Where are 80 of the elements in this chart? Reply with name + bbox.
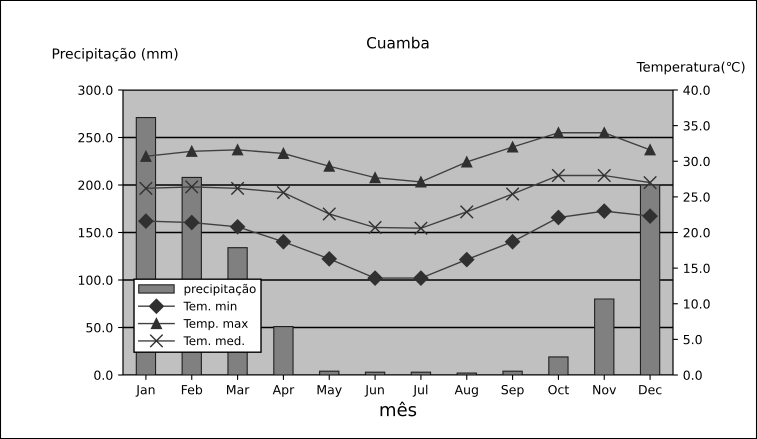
x-tick-label: Nov xyxy=(593,385,616,394)
x-axis-title: mês xyxy=(380,402,416,416)
y-tick-label: 300.0 xyxy=(78,85,112,95)
point xyxy=(505,234,520,250)
point xyxy=(551,168,566,182)
y-tick-label: 50.0 xyxy=(86,322,112,332)
point xyxy=(138,181,153,196)
point xyxy=(459,252,474,268)
y2-tick-label: 5.0 xyxy=(684,334,702,344)
point xyxy=(597,168,612,182)
point xyxy=(232,144,244,156)
x-tick-label: Aug xyxy=(454,385,478,397)
point xyxy=(552,127,564,138)
point xyxy=(276,234,291,250)
y-tick-label: 100.0 xyxy=(78,275,112,285)
y2-axis-title: Temperatura(℃) xyxy=(636,62,745,74)
y2-tick-label: 20.0 xyxy=(684,228,710,238)
legend-label: Tem. min xyxy=(184,301,236,311)
x-tick-label: Jan xyxy=(136,385,154,397)
bar xyxy=(640,184,660,375)
y2-tick-label: 30.0 xyxy=(684,156,710,166)
point xyxy=(643,176,658,190)
point xyxy=(184,214,200,230)
x-tick-label: Jun xyxy=(364,385,384,397)
x-tick-label: Mar xyxy=(227,385,250,394)
legend-label: Tem. med. xyxy=(184,336,244,346)
point xyxy=(413,270,428,286)
y2-tick-label: 10.0 xyxy=(684,299,710,309)
point xyxy=(415,176,426,188)
bar xyxy=(364,372,386,375)
bar xyxy=(502,370,523,375)
x-tick-label: May xyxy=(318,385,342,397)
point xyxy=(230,219,246,234)
point xyxy=(230,181,245,196)
point xyxy=(322,251,337,266)
point xyxy=(506,187,520,201)
chart-title: Cuamba xyxy=(367,36,428,49)
y-tick-label: 200.0 xyxy=(78,180,112,190)
legend-label: Temp. max xyxy=(184,319,248,330)
point xyxy=(370,172,381,184)
y-tick-label: 0.0 xyxy=(94,370,112,380)
x-tick-label: Apr xyxy=(272,385,294,397)
point xyxy=(324,160,335,172)
y-tick-label: 250.0 xyxy=(78,132,112,142)
bar xyxy=(548,356,569,375)
x-tick-label: Sep xyxy=(502,384,524,397)
point xyxy=(278,148,289,159)
bar xyxy=(273,326,294,375)
point xyxy=(642,208,658,224)
x-tick-label: Oct xyxy=(548,384,569,394)
point xyxy=(368,220,382,234)
y-axis-title: Precipitação (mm) xyxy=(52,48,178,62)
point xyxy=(140,150,152,162)
x-tick-label: Jul xyxy=(412,384,428,397)
y2-tick-label: 25.0 xyxy=(684,192,710,202)
y2-tick-label: 0.0 xyxy=(684,370,702,380)
point xyxy=(414,221,428,236)
point xyxy=(598,127,610,138)
point xyxy=(644,144,656,156)
bar xyxy=(319,370,340,375)
y-tick-label: 150.0 xyxy=(78,228,112,238)
x-tick-label: Dec xyxy=(639,385,662,394)
point xyxy=(138,214,154,229)
point xyxy=(322,207,336,221)
point xyxy=(550,210,566,226)
bar xyxy=(594,298,614,375)
y2-tick-label: 40.0 xyxy=(683,85,710,95)
y2-tick-label: 15.0 xyxy=(684,264,710,274)
point xyxy=(368,270,383,286)
point xyxy=(460,204,474,219)
point xyxy=(507,141,518,153)
point xyxy=(186,146,198,157)
bar xyxy=(410,372,432,375)
point xyxy=(596,204,612,219)
point xyxy=(461,156,472,168)
y2-tick-label: 35.0 xyxy=(684,121,710,131)
legend-label: precipitação xyxy=(184,284,256,296)
x-tick-label: Feb xyxy=(182,384,202,394)
point xyxy=(184,180,199,194)
point xyxy=(276,186,290,200)
